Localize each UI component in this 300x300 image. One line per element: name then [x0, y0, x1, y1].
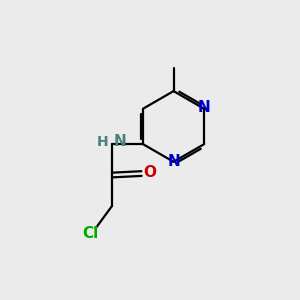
Text: Cl: Cl [82, 226, 99, 241]
Text: H: H [97, 135, 109, 149]
Text: O: O [143, 166, 156, 181]
Text: N: N [167, 154, 180, 169]
Text: N: N [113, 134, 126, 149]
Text: N: N [198, 100, 211, 115]
